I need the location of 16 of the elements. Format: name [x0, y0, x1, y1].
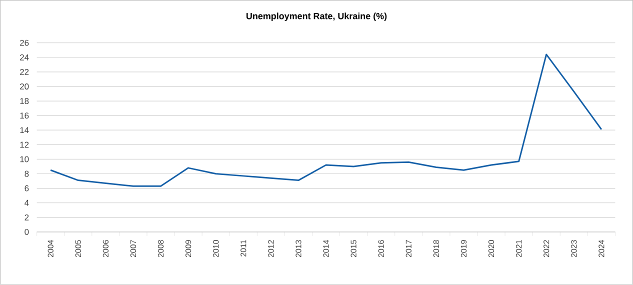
line-series [50, 54, 602, 187]
y-tick-label: 24 [20, 54, 29, 60]
y-tick-label: 2 [24, 214, 29, 220]
y-tick-label: 10 [20, 156, 29, 162]
y-tick-label: 14 [20, 127, 29, 134]
chart-title: Unemployment Rate, Ukraine (%) [246, 12, 387, 22]
y-tick-label: 20 [20, 84, 29, 90]
y-tick-label: 26 [20, 40, 29, 46]
y-tick-label: 22 [20, 69, 29, 75]
y-tick-label: 8 [24, 170, 29, 177]
y-tick-label: 18 [20, 98, 29, 104]
y-tick-label: 6 [24, 185, 29, 192]
y-tick-label: 4 [24, 200, 29, 206]
y-tick-label: 0 [24, 229, 29, 236]
y-tick-label: 16 [20, 112, 29, 119]
y-tick-label: 12 [20, 142, 29, 148]
